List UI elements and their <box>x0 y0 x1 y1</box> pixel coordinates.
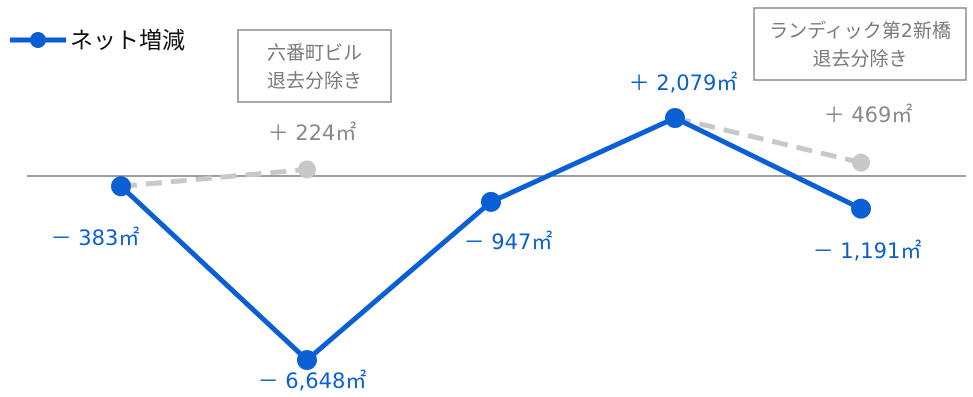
annotation-box <box>753 7 967 81</box>
legend-marker <box>30 32 46 48</box>
adjusted-data-label: ＋ 469㎡ <box>824 103 913 127</box>
data-point <box>111 176 131 197</box>
adjusted-point <box>852 153 870 172</box>
legend: ネット増減 <box>10 28 185 54</box>
adjusted-data-label: ＋ 224㎡ <box>268 121 357 145</box>
data-label: － 383㎡ <box>51 226 140 250</box>
data-point <box>297 350 317 370</box>
data-point <box>665 108 685 128</box>
data-label: ＋ 2,079㎡ <box>629 71 738 95</box>
annotation-text: ランディック第2新橋 <box>769 20 951 42</box>
data-label: － 6,648㎡ <box>258 369 367 393</box>
data-point <box>481 191 501 212</box>
data-label: － 1,191㎡ <box>813 239 922 263</box>
data-label: － 947㎡ <box>464 230 553 254</box>
adjusted-line <box>120 166 308 189</box>
annotation-text: 退去分除き <box>267 70 362 92</box>
adjusted-point <box>298 160 316 179</box>
annotation-box <box>237 29 392 103</box>
annotation-text: 退去分除き <box>812 48 907 70</box>
annotation-text: 六番町ビル <box>267 42 362 64</box>
adjusted-line <box>674 115 862 166</box>
legend-label: ネット増減 <box>70 28 185 54</box>
data-point <box>851 198 871 219</box>
